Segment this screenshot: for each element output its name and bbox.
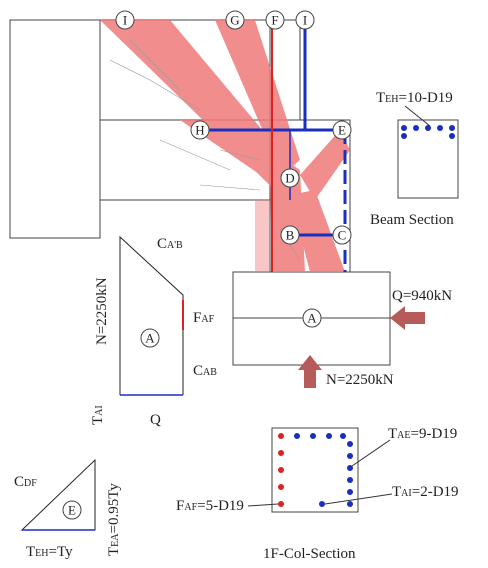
node-label: I bbox=[123, 13, 127, 28]
t-ea-label: TEA=0.95Ty bbox=[106, 483, 122, 556]
node-label: A bbox=[145, 331, 155, 346]
node-label: G bbox=[230, 13, 239, 28]
beam-section-title: Beam Section bbox=[370, 212, 454, 228]
f-af-label: FAF bbox=[193, 310, 215, 326]
col-red-bars bbox=[278, 433, 284, 507]
node-label: F bbox=[271, 13, 278, 28]
c-df-label: CDF bbox=[14, 474, 37, 490]
c-ab-top-label: CA'B bbox=[157, 236, 183, 252]
beam-section bbox=[398, 120, 458, 198]
node-label: A bbox=[307, 311, 317, 326]
beam-bars bbox=[401, 125, 455, 139]
leaders bbox=[248, 440, 392, 506]
node-label: E bbox=[338, 123, 346, 138]
q-polygon-label: Q bbox=[150, 412, 161, 428]
c-ab-label: CAB bbox=[193, 363, 217, 379]
force-polygon bbox=[120, 237, 183, 395]
beam-tie-label: TEH=10-D19 bbox=[376, 90, 453, 106]
col-blue-bars bbox=[294, 433, 353, 507]
col-section-title: 1F-Col-Section bbox=[263, 546, 356, 562]
node-label: H bbox=[195, 123, 204, 138]
t-ae-label: TAE=9-D19 bbox=[388, 426, 457, 442]
node-label: E bbox=[68, 503, 76, 518]
node-label: C bbox=[338, 228, 347, 243]
n-label: N=2250kN bbox=[326, 372, 394, 388]
f-af-col-label: FAF=5-D19 bbox=[176, 498, 244, 514]
col-section bbox=[272, 428, 358, 512]
t-ai-col-label: TAI=2-D19 bbox=[392, 484, 459, 500]
q-arrow bbox=[390, 306, 425, 330]
t-ai-label: TAI bbox=[90, 405, 106, 425]
t-eh-label: TEH=Ty bbox=[26, 544, 73, 560]
q-label: Q=940kN bbox=[392, 288, 452, 304]
n-polygon-label: N=2250kN bbox=[94, 277, 110, 345]
n-arrow bbox=[298, 355, 322, 388]
small-triangle bbox=[22, 460, 95, 530]
node-label: I bbox=[303, 13, 307, 28]
diagram: I G F I H E D B C A A E TEH=10-D19 Beam … bbox=[0, 0, 488, 568]
node-label: B bbox=[286, 228, 295, 243]
leader bbox=[405, 106, 430, 126]
node-label: D bbox=[285, 171, 294, 186]
